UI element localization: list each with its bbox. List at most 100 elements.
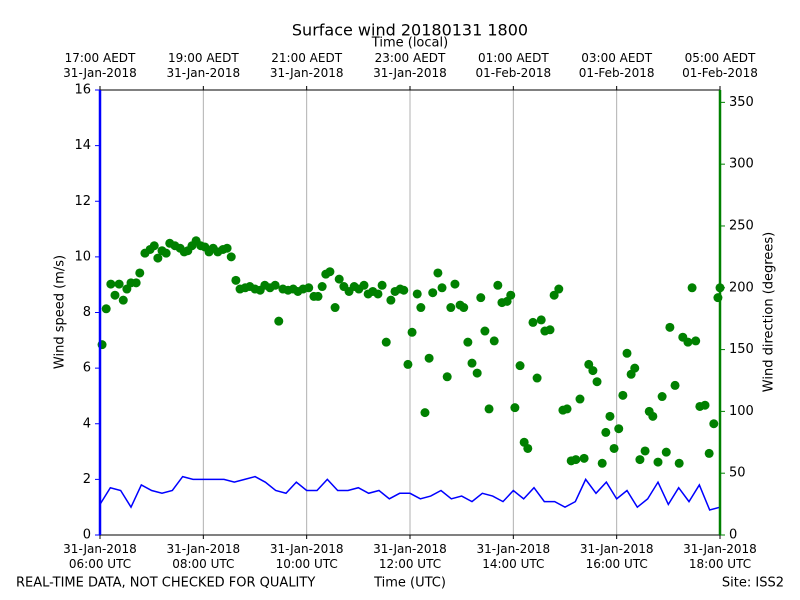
direction-point [153,253,163,263]
direction-point [101,304,111,314]
direction-point [484,404,494,414]
direction-point [579,453,589,463]
x-tick-label: 31-Jan-2018 12:00 UTC [373,542,447,571]
x2-tick-label: 19:00 AEDT 31-Jan-2018 [167,51,241,80]
direction-point [118,295,128,305]
direction-point [510,403,520,413]
direction-point [463,337,473,347]
y-tick-label: 12 [74,194,91,209]
y-tick-label: 4 [83,416,91,431]
speed-line [99,475,721,511]
direction-point [442,372,452,382]
direction-point [657,392,667,402]
direction-point [226,252,236,262]
x-tick-label: 31-Jan-2018 06:00 UTC [63,542,137,571]
direction-point [709,419,719,429]
x2-tick-label-line: 31-Jan-2018 [167,66,241,80]
direction-point [674,458,684,468]
x-tick-label: 31-Jan-2018 18:00 UTC [683,542,757,571]
x-tick-label-line: 08:00 UTC [172,557,234,571]
direction-point [373,289,383,299]
x-tick-label: 31-Jan-2018 16:00 UTC [580,542,654,571]
direction-point [665,322,675,332]
direction-point [536,315,546,325]
direction-point [571,455,581,465]
direction-point [330,303,340,313]
y-tick-label: 6 [83,361,91,376]
footer-note: REAL-TIME DATA, NOT CHECKED FOR QUALITY [16,576,315,591]
direction-point [313,291,323,301]
direction-point [412,289,422,299]
direction-point [506,290,516,300]
direction-point [472,368,482,378]
x2-tick-label-line: 19:00 AEDT [168,51,239,65]
direction-point [480,326,490,336]
direction-point [493,280,503,290]
direction-point [630,363,640,373]
direction-point [386,295,396,305]
direction-point [549,290,559,300]
y2-tick-label: 100 [729,404,754,419]
direction-point [106,279,116,289]
site-label: Site: ISS2 [722,576,784,591]
direction-point [377,280,387,290]
direction-point [562,404,572,414]
direction-point [450,279,460,289]
direction-point [618,390,628,400]
direction-point [670,380,680,390]
x2-tick-label-line: 23:00 AEDT [375,51,446,65]
y-tick-label: 14 [74,138,91,153]
direction-point [545,325,555,335]
x2-tick-label-line: 31-Jan-2018 [373,66,447,80]
direction-point [640,446,650,456]
direction-point [325,267,335,277]
x2-axis-label: Time (local) [371,36,448,51]
direction-point [575,394,585,404]
x-tick-label-line: 10:00 UTC [276,557,338,571]
x2-tick-label: 05:00 AEDT 01-Feb-2018 [682,51,758,80]
direction-point [489,336,499,346]
direction-point [433,268,443,278]
y2-tick-label: 200 [729,280,754,295]
x-tick-label-line: 31-Jan-2018 [373,542,447,556]
x2-tick-label-line: 01-Feb-2018 [579,66,655,80]
direction-point [459,303,469,313]
direction-point [605,411,615,421]
direction-point [446,303,456,313]
x2-tick-label: 17:00 AEDT 31-Jan-2018 [63,51,137,80]
direction-point [428,288,438,298]
direction-point [614,424,624,434]
direction-point [135,268,145,278]
direction-point [110,290,120,300]
direction-point [161,248,171,258]
direction-point [648,411,658,421]
x-tick-label-line: 06:00 UTC [69,557,131,571]
x2-tick-label-line: 31-Jan-2018 [63,66,137,80]
y-tick-label: 0 [83,528,91,543]
direction-point [528,317,538,327]
x2-tick-label-line: 01-Feb-2018 [475,66,551,80]
y-tick-label: 8 [83,305,91,320]
y-tick-label: 16 [74,83,91,98]
x2-tick-label: 01:00 AEDT 01-Feb-2018 [475,51,551,80]
direction-point [622,348,632,358]
y2-tick-label: 150 [729,342,754,357]
direction-point [424,353,434,363]
direction-point [635,455,645,465]
direction-point [661,447,671,457]
direction-point [592,377,602,387]
direction-point [653,457,663,467]
x2-tick-label: 03:00 AEDT 01-Feb-2018 [579,51,655,80]
direction-point [317,282,327,292]
x-tick-label-line: 18:00 UTC [689,557,751,571]
direction-point [523,443,533,453]
x2-tick-label-line: 03:00 AEDT [581,51,652,65]
direction-point [131,278,141,288]
direction-point [304,283,314,293]
x2-tick-label: 23:00 AEDT 31-Jan-2018 [373,51,447,80]
y2-tick-label: 250 [729,218,754,233]
x2-tick-label-line: 31-Jan-2018 [270,66,344,80]
direction-point [476,293,486,303]
direction-point [359,280,369,290]
direction-point [597,458,607,468]
